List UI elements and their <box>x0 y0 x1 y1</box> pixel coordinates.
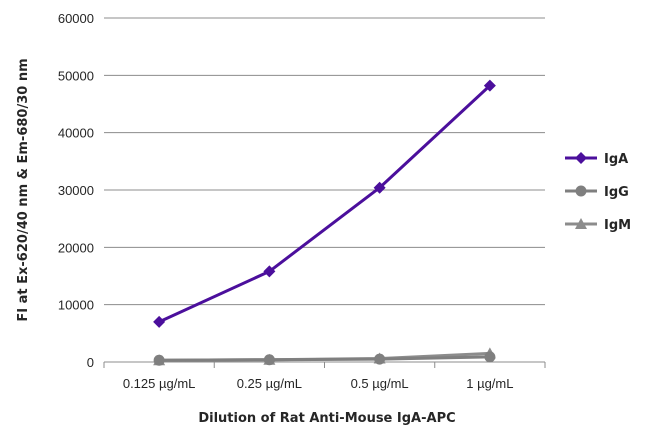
y-tick-label: 50000 <box>58 68 94 83</box>
y-tick-label: 20000 <box>58 240 94 255</box>
series-line-igg <box>159 355 490 362</box>
x-axis-title: Dilution of Rat Anti-Mouse IgA-APC <box>198 411 455 426</box>
y-axis-title: FI at Ex-620/40 nm & Em-680/30 nm <box>16 58 31 321</box>
y-tick-label: 60000 <box>58 11 94 26</box>
data-point <box>374 353 386 365</box>
x-tick-label: 1 µg/mL <box>466 376 513 391</box>
data-point <box>373 181 386 194</box>
x-tick-label: 0.125 µg/mL <box>123 376 196 391</box>
legend-label: IgA <box>604 152 628 167</box>
data-point <box>483 79 496 92</box>
legend-marker <box>575 218 587 229</box>
x-tick-label: 0.25 µg/mL <box>237 376 302 391</box>
legend: IgA IgG IgM <box>565 152 631 233</box>
legend-marker <box>575 185 587 197</box>
legend-item-iga: IgA <box>565 152 628 167</box>
data-point <box>484 351 496 363</box>
legend-item-igg: IgG <box>565 185 629 200</box>
data-point <box>153 354 165 366</box>
grid-lines <box>104 17 545 306</box>
legend-label: IgM <box>604 218 631 233</box>
y-tick-label: 40000 <box>58 126 94 141</box>
y-tick-label: 30000 <box>58 183 94 198</box>
series-iga <box>153 79 496 328</box>
data-point <box>153 315 166 328</box>
y-tick-label: 10000 <box>58 298 94 313</box>
y-tick-label: 0 <box>87 355 94 370</box>
series-group <box>153 79 496 366</box>
series-line-iga <box>158 84 491 324</box>
x-tick-label: 0.5 µg/mL <box>351 376 409 391</box>
series-igg <box>153 351 496 366</box>
y-axis-ticks: 0 10000 20000 30000 40000 50000 60000 <box>58 11 94 370</box>
x-axis-ticks: 0.125 µg/mL 0.25 µg/mL 0.5 µg/mL 1 µg/mL <box>103 362 546 391</box>
legend-label: IgG <box>604 185 629 200</box>
data-point <box>263 354 275 366</box>
data-point <box>263 265 276 278</box>
legend-marker <box>575 152 587 164</box>
legend-item-igm: IgM <box>565 218 631 233</box>
